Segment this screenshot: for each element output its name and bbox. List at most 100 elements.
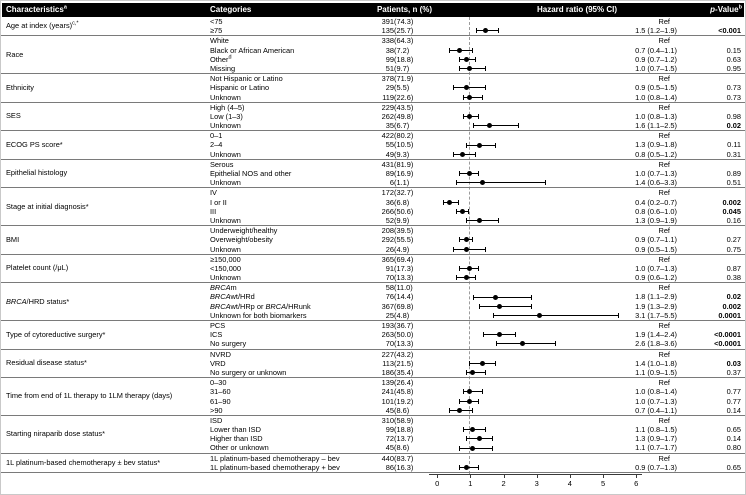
patients-percent: (19.2): [394, 396, 414, 406]
patients-count: 45(8.6): [318, 443, 409, 452]
p-value: 0.77: [726, 396, 741, 406]
hr-ci-text: 1.8 (1.1–2.9): [635, 292, 677, 302]
category-row: VRD 113(21.5) 1.4 (1.0–1.8) 0.03: [208, 359, 745, 368]
patients-n: 241: [381, 387, 394, 397]
confidence-interval-line: [473, 296, 532, 298]
patients-n: 70: [385, 339, 394, 349]
patients-n: 227: [381, 349, 394, 359]
hr-point-estimate: [470, 370, 476, 376]
patients-count: 378(71.9): [318, 74, 414, 84]
category-label: ≥150,000: [210, 254, 241, 264]
patients-count: 51(9.7): [318, 64, 409, 73]
patients-count: 26(4.9): [318, 245, 409, 254]
x-axis-tick: [437, 474, 439, 478]
confidence-interval-line: [467, 372, 485, 374]
patients-n: 25: [385, 310, 394, 320]
patients-n: 378: [381, 74, 394, 84]
patients-percent: (4.9): [394, 244, 410, 254]
patients-percent: (7.2): [394, 45, 410, 55]
category-label: Lower than ISD: [210, 425, 261, 435]
patients-count: 58(11.0): [318, 283, 413, 292]
characteristic-group: Residual disease status* NVRD 227(43.2) Ref…: [1, 350, 745, 379]
patients-count: 35(6.7): [318, 121, 409, 130]
category-row: White 338(64.3) Ref: [208, 36, 745, 45]
characteristic-cell: ECOG PS score*: [1, 131, 208, 159]
patients-n: 338: [381, 36, 394, 46]
category-row: ≥75 135(25.7) 1.5 (1.2–1.9) <0.001: [208, 26, 745, 35]
characteristic-group: Ethnicity Not Hispanic or Latino 378(71.9)…: [1, 74, 745, 103]
p-value: <0.0001: [714, 339, 741, 349]
patients-n: 38: [385, 45, 394, 55]
category-row: Unknown for both biomarkers 25(4.8) 3.1 (1…: [208, 311, 745, 320]
hr-point-estimate: [519, 341, 525, 347]
patients-percent: (81.9): [394, 159, 414, 169]
p-value: 0.02: [726, 292, 741, 302]
p-value: 0.02: [726, 121, 741, 131]
patients-n: 45: [385, 405, 394, 415]
characteristic-group: Type of cytoreductive surgery* PCS 193(36.…: [1, 321, 745, 350]
hr-ci-text: 2.6 (1.8–3.6): [635, 339, 677, 349]
patients-count: 55(10.5): [318, 140, 414, 149]
characteristic-group: Epithelial histology Serous 431(81.9) Ref Ep…: [1, 160, 745, 189]
italic-gene-text: BRCA: [6, 296, 27, 306]
patients-count: 36(6.8): [318, 198, 409, 207]
hr-point-estimate: [536, 312, 542, 318]
category-label: ICS: [210, 330, 223, 340]
patients-percent: (18.8): [394, 54, 414, 64]
p-value: 0.0001: [718, 310, 741, 320]
x-axis-tick-label: 0: [435, 479, 440, 488]
patients-n: 139: [381, 378, 394, 388]
confidence-interval-line: [480, 305, 532, 307]
patients-count: 70(13.3): [318, 339, 414, 349]
hr-ci-text: 0.4 (0.2–0.7): [635, 197, 677, 207]
category-label: PCS: [210, 321, 226, 330]
hr-ci-text: 0.9 (0.7–1.2): [635, 54, 677, 64]
patients-percent: (8.6): [394, 405, 410, 415]
hr-point-estimate: [463, 85, 469, 91]
patients-n: 263: [381, 330, 394, 340]
patients-n: 45: [385, 443, 394, 453]
patients-count: 72(13.7): [318, 434, 414, 443]
patients-n: 52: [385, 215, 394, 225]
category-row: Not Hispanic or Latino 378(71.9) Ref: [208, 74, 745, 83]
confidence-interval-whisker: [459, 445, 493, 451]
table-header-row: Characteristicsa Categories Patients, n …: [2, 3, 744, 17]
category-row: 2–4 55(10.5) 1.3 (0.9–1.8) 0.11: [208, 140, 745, 149]
category-label: Higher than ISD: [210, 434, 263, 444]
characteristic-cell: Ethnicity: [1, 74, 208, 102]
characteristic-cell: Time from end of 1L therapy to 1LM thera…: [1, 378, 208, 415]
x-axis-tick: [603, 474, 605, 478]
p-value: 0.80: [726, 443, 741, 453]
patients-percent: (9.9): [394, 215, 410, 225]
characteristic-cell: Type of cytoreductive surgery*: [1, 321, 208, 349]
hr-ci-text: 1.0 (0.7–1.3): [635, 396, 677, 406]
category-row: BRCAwt/HRp or BRCA/HRunk 367(69.8) 1.9 (1.…: [208, 302, 745, 311]
category-footnote-marker: d: [228, 54, 232, 61]
category-row: >90 45(8.6) 0.7 (0.4–1.1) 0.14: [208, 406, 745, 415]
p-value: 0.89: [726, 169, 741, 178]
group-rows: BRCAm 58(11.0) Ref BRCAwt/HRd 76(14.4) 1.8 (1…: [208, 283, 745, 320]
hr-point-estimate: [446, 199, 452, 205]
patients-count: 338(64.3): [318, 36, 414, 46]
category-label: No surgery or unknown: [210, 367, 287, 377]
hr-point-estimate: [463, 275, 469, 281]
p-value: 0.51: [726, 178, 741, 188]
patients-percent: (21.5): [394, 358, 414, 368]
p-value: 0.38: [726, 273, 741, 283]
p-value: 0.03: [726, 358, 741, 368]
category-row: ISD 310(58.9) Ref: [208, 416, 745, 425]
patients-percent: (6.8): [394, 197, 410, 207]
category-row: 1L platinum-based chemotherapy + bev 86(1…: [208, 463, 745, 472]
x-axis-tick: [470, 474, 472, 478]
hr-ci-text: 0.9 (0.6–1.2): [635, 273, 677, 283]
hr-ci-text: Ref: [658, 159, 670, 169]
p-value: 0.14: [726, 434, 741, 444]
x-axis-tick: [569, 474, 571, 478]
hr-ci-text: Ref: [658, 378, 670, 388]
hr-point-estimate: [466, 398, 472, 404]
confidence-interval-whisker: [459, 66, 486, 72]
hr-point-estimate: [460, 208, 466, 214]
patients-count: 365(69.4): [318, 255, 414, 264]
patients-count: 263(50.0): [318, 330, 414, 340]
category-row: Underweight/healthy 208(39.5) Ref: [208, 226, 745, 235]
